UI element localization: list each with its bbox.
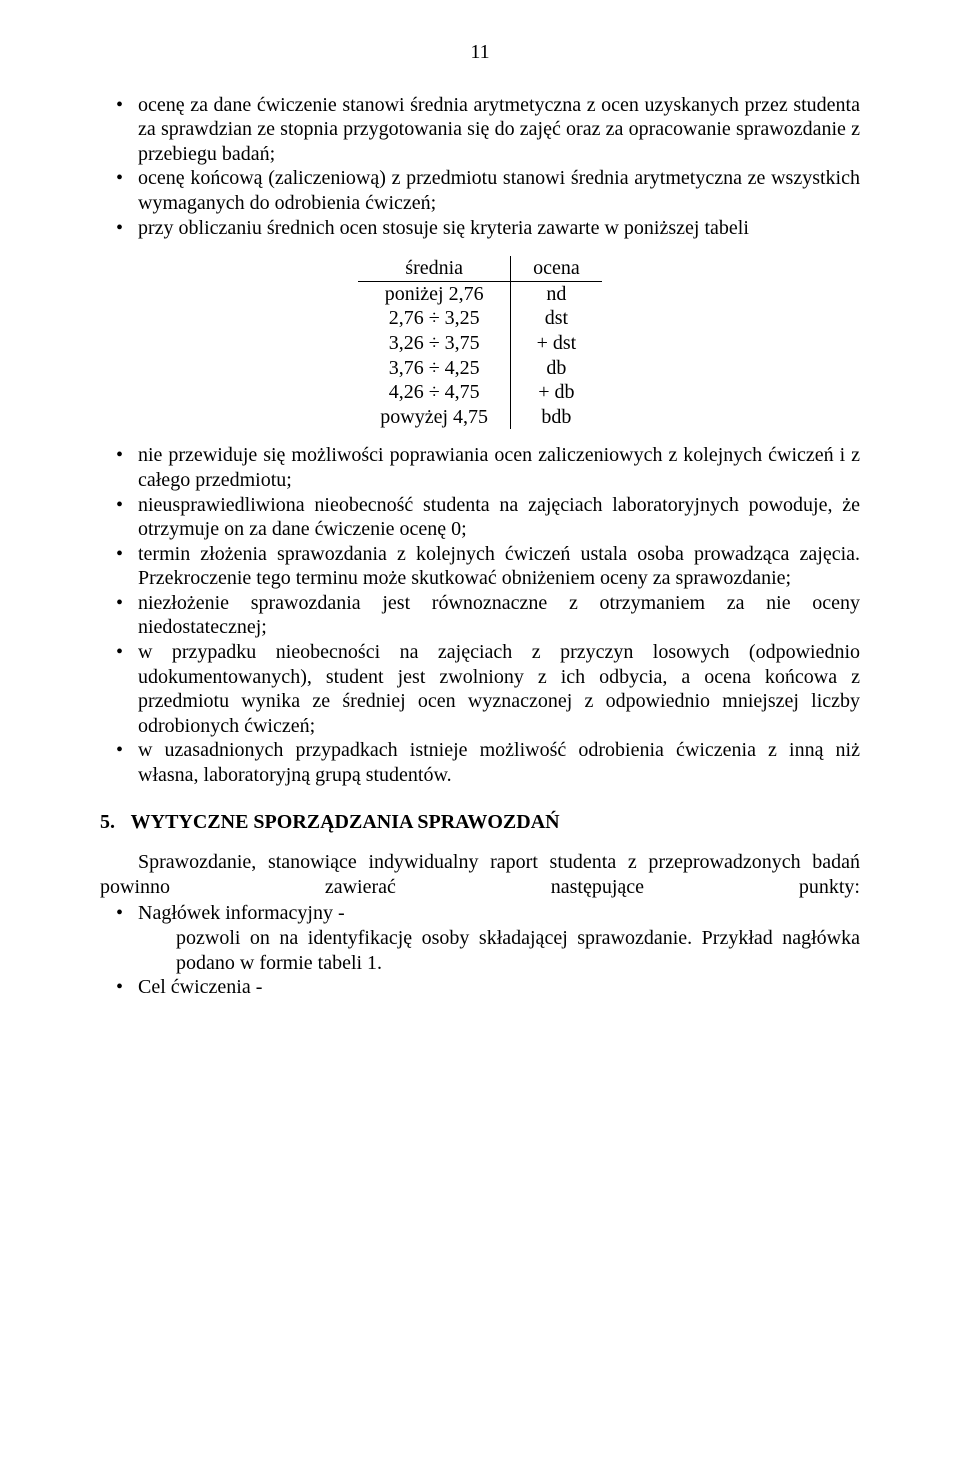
bullet-item: nieusprawiedliwiona nieobecność studenta… <box>114 493 860 542</box>
bullet-list-top: ocenę za dane ćwiczenie stanowi średnia … <box>100 93 860 241</box>
bullet-item: przy obliczaniu średnich ocen stosuje si… <box>114 216 860 241</box>
bullet-list-mid: nie przewiduje się możliwości poprawiani… <box>100 443 860 787</box>
table-cell: nd <box>511 281 602 306</box>
bullet-item: nie przewiduje się możliwości poprawiani… <box>114 443 860 492</box>
bullet-item: w przypadku nieobecności na zajęciach z … <box>114 640 860 738</box>
grade-table: średnia ocena poniżej 2,76 nd 2,76 ÷ 3,2… <box>358 256 601 429</box>
table-cell: 2,76 ÷ 3,25 <box>358 306 510 331</box>
bullet-item: Cel ćwiczenia - <box>114 975 860 1000</box>
bullet-item: w uzasadnionych przypadkach istnieje moż… <box>114 738 860 787</box>
section-intro-paragraph: Sprawozdanie, stanowiące indywidualny ra… <box>100 850 860 899</box>
table-row: 3,76 ÷ 4,25 db <box>358 356 601 381</box>
bullet-item: ocenę za dane ćwiczenie stanowi średnia … <box>114 93 860 167</box>
section-title: WYTYCZNE SPORZĄDZANIA SPRAWOZDAŃ <box>131 811 560 833</box>
table-cell: poniżej 2,76 <box>358 281 510 306</box>
bullet-item: termin złożenia sprawozdania z kolejnych… <box>114 542 860 591</box>
bullet-body: pozwoli on na identyfikację osoby składa… <box>138 926 860 975</box>
table-row: 4,26 ÷ 4,75 + db <box>358 380 601 405</box>
bullet-list-bottom: Nagłówek informacyjny - pozwoli on na id… <box>100 901 860 999</box>
page-number: 11 <box>100 40 860 65</box>
table-row: poniżej 2,76 nd <box>358 281 601 306</box>
table-cell: 3,76 ÷ 4,25 <box>358 356 510 381</box>
table-cell: 3,26 ÷ 3,75 <box>358 331 510 356</box>
bullet-title: Nagłówek informacyjny - <box>138 902 345 924</box>
table-cell: bdb <box>511 405 602 430</box>
table-row: 2,76 ÷ 3,25 dst <box>358 306 601 331</box>
bullet-item: niezłożenie sprawozdania jest równoznacz… <box>114 591 860 640</box>
table-cell: db <box>511 356 602 381</box>
table-header-right: ocena <box>511 256 602 281</box>
table-cell: dst <box>511 306 602 331</box>
bullet-item: ocenę końcową (zaliczeniową) z przedmiot… <box>114 166 860 215</box>
table-cell: + dst <box>511 331 602 356</box>
table-row: powyżej 4,75 bdb <box>358 405 601 430</box>
table-cell: + db <box>511 380 602 405</box>
section-heading: 5. WYTYCZNE SPORZĄDZANIA SPRAWOZDAŃ <box>100 810 860 835</box>
section-number: 5. <box>100 810 126 835</box>
bullet-item: Nagłówek informacyjny - pozwoli on na id… <box>114 901 860 975</box>
table-header-left: średnia <box>358 256 510 281</box>
bullet-title: Cel ćwiczenia - <box>138 976 262 998</box>
table-cell: 4,26 ÷ 4,75 <box>358 380 510 405</box>
table-cell: powyżej 4,75 <box>358 405 510 430</box>
table-row: 3,26 ÷ 3,75 + dst <box>358 331 601 356</box>
